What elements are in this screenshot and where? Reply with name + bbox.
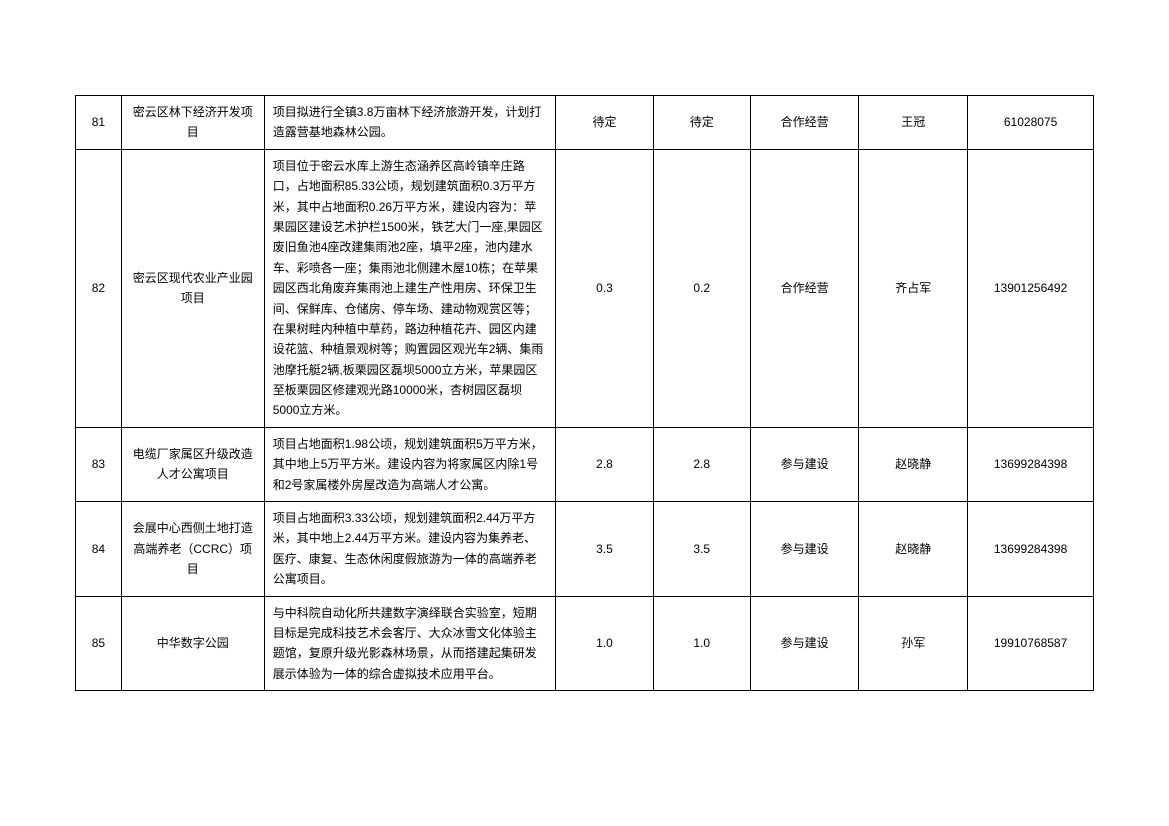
cell-phone: 13699284398 [968,427,1094,501]
projects-table: 81 密云区林下经济开发项目 项目拟进行全镇3.8万亩林下经济旅游开发，计划打造… [75,95,1094,691]
cell-v1: 待定 [556,96,653,150]
cell-type: 参与建设 [750,427,859,501]
cell-contact: 赵晓静 [859,427,968,501]
cell-desc: 项目占地面积1.98公顷，规划建筑面积5万平方米，其中地上5万平方米。建设内容为… [264,427,556,501]
cell-v2: 3.5 [653,502,750,597]
cell-v1: 1.0 [556,596,653,691]
cell-name: 中华数字公园 [121,596,264,691]
cell-contact: 赵晓静 [859,502,968,597]
table-row: 83 电缆厂家属区升级改造人才公寓项目 项目占地面积1.98公顷，规划建筑面积5… [76,427,1094,501]
cell-name: 电缆厂家属区升级改造人才公寓项目 [121,427,264,501]
cell-v2: 2.8 [653,427,750,501]
cell-desc: 项目位于密云水库上游生态涵养区高岭镇辛庄路口，占地面积85.33公顷，规划建筑面… [264,149,556,427]
cell-v2: 0.2 [653,149,750,427]
cell-v1: 2.8 [556,427,653,501]
cell-desc: 项目占地面积3.33公顷，规划建筑面积2.44万平方米，其中地上2.44万平方米… [264,502,556,597]
cell-v1: 3.5 [556,502,653,597]
cell-name: 密云区林下经济开发项目 [121,96,264,150]
cell-id: 84 [76,502,122,597]
cell-name: 密云区现代农业产业园项目 [121,149,264,427]
table-row: 81 密云区林下经济开发项目 项目拟进行全镇3.8万亩林下经济旅游开发，计划打造… [76,96,1094,150]
cell-id: 81 [76,96,122,150]
cell-contact: 王冠 [859,96,968,150]
cell-id: 83 [76,427,122,501]
cell-contact: 齐占军 [859,149,968,427]
cell-v1: 0.3 [556,149,653,427]
cell-type: 参与建设 [750,502,859,597]
cell-v2: 1.0 [653,596,750,691]
cell-phone: 13699284398 [968,502,1094,597]
cell-name: 会展中心西侧土地打造高端养老（CCRC）项目 [121,502,264,597]
cell-phone: 61028075 [968,96,1094,150]
cell-id: 85 [76,596,122,691]
cell-desc: 项目拟进行全镇3.8万亩林下经济旅游开发，计划打造露营基地森林公园。 [264,96,556,150]
table-row: 85 中华数字公园 与中科院自动化所共建数字演绎联合实验室，短期目标是完成科技艺… [76,596,1094,691]
cell-contact: 孙军 [859,596,968,691]
cell-type: 合作经营 [750,96,859,150]
cell-v2: 待定 [653,96,750,150]
cell-type: 合作经营 [750,149,859,427]
cell-id: 82 [76,149,122,427]
cell-phone: 13901256492 [968,149,1094,427]
table-body: 81 密云区林下经济开发项目 项目拟进行全镇3.8万亩林下经济旅游开发，计划打造… [76,96,1094,691]
cell-desc: 与中科院自动化所共建数字演绎联合实验室，短期目标是完成科技艺术会客厅、大众冰雪文… [264,596,556,691]
table-row: 82 密云区现代农业产业园项目 项目位于密云水库上游生态涵养区高岭镇辛庄路口，占… [76,149,1094,427]
table-row: 84 会展中心西侧土地打造高端养老（CCRC）项目 项目占地面积3.33公顷，规… [76,502,1094,597]
cell-phone: 19910768587 [968,596,1094,691]
cell-type: 参与建设 [750,596,859,691]
